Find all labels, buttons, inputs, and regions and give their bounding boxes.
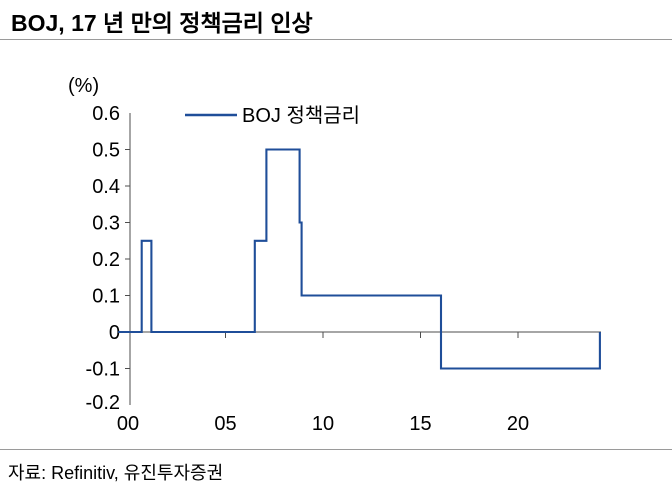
svg-text:05: 05: [214, 413, 236, 435]
svg-text:BOJ 정책금리: BOJ 정책금리: [242, 104, 360, 127]
svg-text:10: 10: [312, 413, 334, 435]
svg-text:15: 15: [409, 413, 431, 435]
svg-text:0.1: 0.1: [92, 286, 120, 308]
svg-text:0.4: 0.4: [92, 176, 120, 198]
svg-text:0.5: 0.5: [92, 140, 120, 162]
svg-text:0.6: 0.6: [92, 103, 120, 125]
svg-text:-0.1: -0.1: [86, 359, 120, 381]
svg-text:(%): (%): [68, 75, 99, 97]
svg-text:-0.2: -0.2: [86, 392, 120, 414]
svg-text:20: 20: [507, 413, 529, 435]
svg-text:0.3: 0.3: [92, 213, 120, 235]
svg-text:0.2: 0.2: [92, 249, 120, 271]
svg-text:00: 00: [117, 413, 139, 435]
